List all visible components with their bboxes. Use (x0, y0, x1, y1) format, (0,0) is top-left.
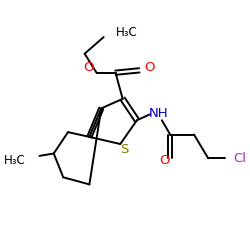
Text: O: O (159, 154, 170, 167)
Text: NH: NH (148, 106, 168, 120)
Text: H₃C: H₃C (116, 26, 137, 39)
Text: Cl: Cl (233, 152, 246, 165)
Text: S: S (120, 144, 128, 156)
Text: O: O (84, 62, 94, 74)
Text: O: O (144, 62, 154, 74)
Text: H₃C: H₃C (4, 154, 25, 167)
